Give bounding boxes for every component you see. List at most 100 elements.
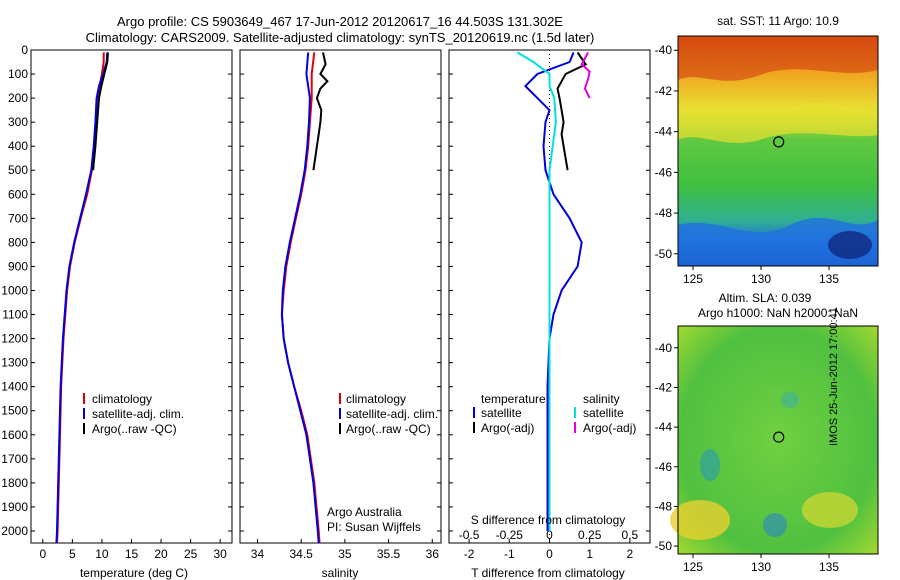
legend-label-t-satellite: satellite [481, 406, 522, 420]
depth-tick-label: 900 [8, 259, 28, 273]
sst-map-cool-patch [678, 217, 878, 266]
lat-tick-label: -48 [655, 206, 673, 220]
sst-map [677, 35, 879, 267]
x-tick-label: 0 [39, 547, 46, 561]
chart-title-line1: Argo profile: CS 5903649_467 17-Jun-2012… [117, 14, 563, 29]
legend-label-s-argo: Argo(-adj) [583, 421, 636, 435]
x-tick-label: 35 [338, 547, 352, 561]
lat-tick-label: -48 [655, 499, 673, 513]
depth-tick-label: 1200 [1, 332, 28, 346]
sst-map-frame [677, 35, 879, 267]
difference-legend-salinity: salinity satellite Argo(-adj) [574, 392, 636, 435]
series-line-2 [312, 52, 329, 171]
x-tick-label: 34 [251, 547, 265, 561]
x-tick-label: -2 [464, 547, 475, 561]
depth-tick-label: 1300 [1, 356, 28, 370]
depth-tick-label: 1900 [1, 500, 28, 514]
sla-map-frame [677, 325, 879, 555]
s-tick-label: 0.25 [578, 528, 602, 542]
salinity-xlabel: salinity [322, 566, 359, 580]
sst-map-title: sat. SST: 11 Argo: 10.9 [717, 14, 839, 28]
depth-tick-label: 1000 [1, 283, 28, 297]
series-line-1 [280, 52, 320, 544]
legend-title-salinity: salinity [583, 392, 620, 406]
difference-legend-temperature: temperature satellite Argo(-adj) [473, 392, 546, 435]
lon-tick-label: 135 [819, 272, 839, 286]
difference-xlabel: T difference from climatology [471, 566, 625, 580]
lat-tick-label: -50 [655, 539, 673, 553]
sst-map-yellow-band [678, 102, 878, 143]
lat-tick-label: -42 [655, 380, 673, 394]
depth-tick-label: 1800 [1, 476, 28, 490]
lat-tick-label: -46 [655, 165, 673, 179]
lon-tick-label: 130 [751, 272, 771, 286]
s-difference-label: S difference from climatology [471, 513, 626, 527]
chart-title-line2: Climatology: CARS2009. Satellite-adjuste… [85, 30, 595, 45]
series-line-0 [280, 52, 321, 544]
x-tick-label: 20 [154, 547, 168, 561]
x-tick-label: 5 [69, 547, 76, 561]
credit-pi: PI: Susan Wijffels [327, 520, 421, 534]
depth-tick-label: 500 [8, 163, 28, 177]
legend-label-t-argo: Argo(-adj) [481, 421, 534, 435]
sla-map-low-patch [781, 392, 799, 408]
series-line-0 [523, 52, 583, 531]
argo-position-marker [773, 136, 785, 148]
depth-tick-label: 800 [8, 235, 28, 249]
x-tick-label: 10 [95, 547, 109, 561]
depth-tick-label: 1600 [1, 428, 28, 442]
x-tick-label: 34.5 [289, 547, 313, 561]
legend-label-satellite: satellite-adj. clim. [92, 407, 184, 421]
lon-tick-label: 125 [683, 272, 703, 286]
lat-tick-label: -42 [655, 84, 673, 98]
sla-map-title-line1: Altim. SLA: 0.039 [719, 291, 812, 305]
x-tick-label: 1 [586, 547, 593, 561]
lat-tick-label: -44 [655, 125, 673, 139]
lat-tick-label: -40 [655, 341, 673, 355]
sla-map-low-patch [700, 449, 720, 481]
lat-tick-label: -46 [655, 460, 673, 474]
series-line-3 [580, 51, 591, 99]
s-tick-label: 0 [546, 528, 553, 542]
x-tick-label: 2 [627, 547, 634, 561]
depth-tick-label: 0 [21, 43, 28, 57]
sla-map-low-patch [763, 513, 787, 537]
legend-label-climatology: climatology [346, 392, 406, 406]
depth-tick-label: 1400 [1, 380, 28, 394]
lat-tick-label: -40 [655, 43, 673, 57]
depth-tick-label: 600 [8, 187, 28, 201]
temperature-panel [30, 49, 233, 544]
x-tick-label: 30 [213, 547, 227, 561]
depth-tick-label: 400 [8, 139, 28, 153]
x-tick-label: 15 [125, 547, 139, 561]
legend-label-s-satellite: satellite [583, 406, 624, 420]
legend-label-argo: Argo(..raw -QC) [346, 422, 431, 436]
salinity-panel [239, 49, 442, 544]
temperature-xlabel: temperature (deg C) [80, 566, 188, 580]
legend-label-satellite: satellite-adj. clim. [346, 407, 438, 421]
imos-timestamp-label: IMOS 25-Jun-2012 17:00:41 [828, 307, 840, 446]
temperature-legend: climatology satellite-adj. clim. Argo(..… [83, 392, 184, 436]
x-tick-label: 36 [426, 547, 440, 561]
sst-map-cold-spot [828, 231, 872, 259]
lon-tick-label: 125 [683, 560, 703, 574]
series-line-2 [92, 52, 109, 171]
lon-tick-label: 130 [751, 560, 771, 574]
salinity-legend: climatology satellite-adj. clim. Argo(..… [339, 392, 438, 436]
sla-map-title-line2: Argo h1000: NaN h2000: NaN [698, 306, 858, 320]
depth-tick-label: 1700 [1, 452, 28, 466]
lat-tick-label: -44 [655, 420, 673, 434]
lat-tick-label: -50 [655, 247, 673, 261]
s-tick-label: 0.5 [622, 528, 639, 542]
sla-map-high-patch [670, 500, 730, 540]
legend-label-argo: Argo(..raw -QC) [92, 422, 177, 436]
depth-tick-label: 300 [8, 115, 28, 129]
x-tick-label: 35.5 [377, 547, 401, 561]
depth-tick-label: 700 [8, 211, 28, 225]
legend-label-climatology: climatology [92, 392, 152, 406]
depth-tick-label: 2000 [1, 524, 28, 538]
credit-argo-australia: Argo Australia [327, 505, 402, 519]
depth-tick-label: 1100 [2, 308, 28, 322]
legend-title-temperature: temperature [481, 392, 546, 406]
s-tick-label: -0.5 [459, 528, 480, 542]
